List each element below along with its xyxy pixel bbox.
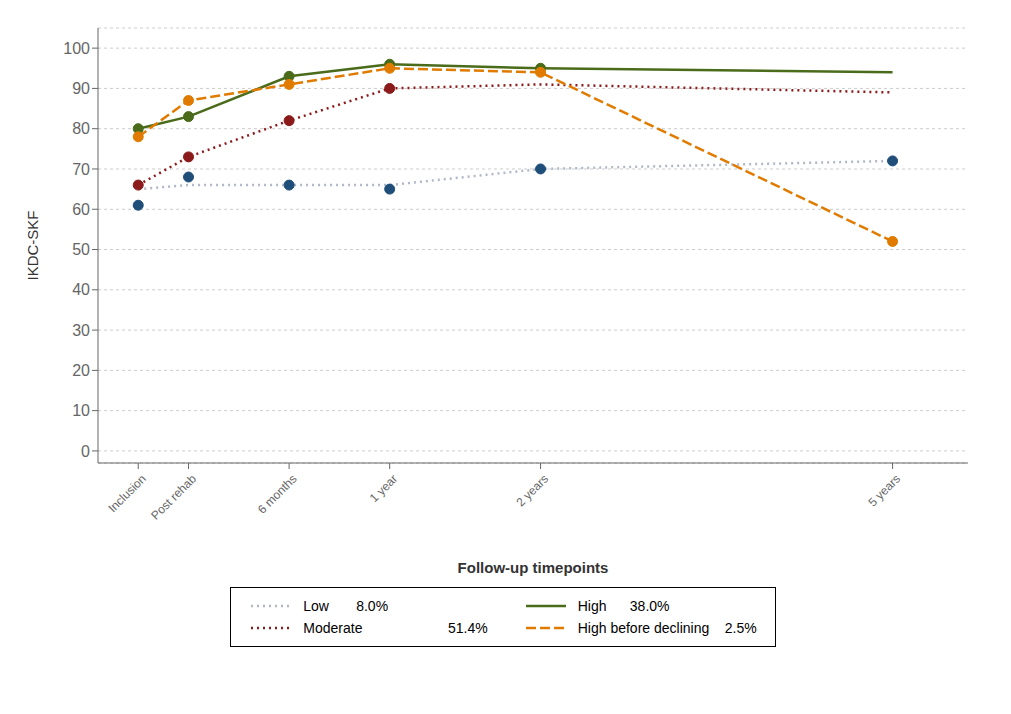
svg-text:30: 30 (72, 322, 90, 339)
svg-text:Inclusion: Inclusion (105, 472, 148, 515)
svg-text:IKDC-SKF: IKDC-SKF (24, 210, 41, 280)
svg-text:0: 0 (81, 443, 90, 460)
svg-text:50: 50 (72, 241, 90, 258)
svg-text:Post rehab: Post rehab (148, 471, 199, 522)
svg-text:5 years: 5 years (865, 472, 903, 510)
svg-text:1 year: 1 year (367, 472, 400, 505)
svg-text:60: 60 (72, 201, 90, 218)
svg-text:100: 100 (63, 40, 90, 57)
html-text:Low 8.0%: Low 8.0% (303, 598, 389, 614)
svg-text:90: 90 (72, 80, 90, 97)
html-text:Moderate 51.4%: Moderate 51.4% (303, 620, 488, 636)
svg-text:2 years: 2 years (513, 472, 551, 510)
svg-text:6 months: 6 months (255, 472, 300, 517)
svg-text:80: 80 (72, 120, 90, 137)
html-text:High before declining 2.5%: High before declining 2.5% (577, 620, 757, 636)
svg-text:70: 70 (72, 161, 90, 178)
svg-text:Follow-up timepoints: Follow-up timepoints (458, 559, 609, 576)
html-text:High 38.0%: High 38.0% (577, 598, 670, 614)
svg-text:10: 10 (72, 402, 90, 419)
svg-text:40: 40 (72, 281, 90, 298)
svg-text:20: 20 (72, 362, 90, 379)
